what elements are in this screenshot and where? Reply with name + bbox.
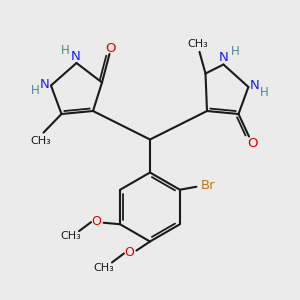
Text: N: N	[250, 79, 260, 92]
Text: CH₃: CH₃	[94, 262, 115, 273]
Text: H: H	[260, 86, 268, 99]
Text: CH₃: CH₃	[188, 38, 208, 49]
Text: O: O	[124, 246, 134, 260]
Text: Br: Br	[200, 179, 215, 192]
Text: O: O	[91, 215, 101, 228]
Text: CH₃: CH₃	[60, 231, 81, 241]
Text: H: H	[61, 44, 70, 57]
Text: CH₃: CH₃	[31, 136, 52, 146]
Text: H: H	[230, 45, 239, 58]
Text: N: N	[40, 77, 49, 91]
Text: N: N	[71, 50, 81, 63]
Text: N: N	[219, 51, 229, 64]
Text: H: H	[31, 84, 40, 98]
Text: O: O	[247, 136, 257, 150]
Text: O: O	[106, 41, 116, 55]
